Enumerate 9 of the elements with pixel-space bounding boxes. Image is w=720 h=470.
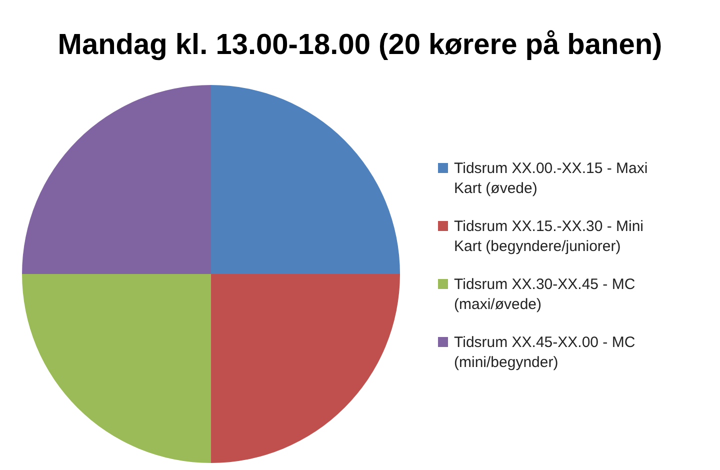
legend-label: Tidsrum XX.30-XX.45 - MC (maxi/øvede): [454, 276, 636, 313]
legend-label: Tidsrum XX.00.-XX.15 - Maxi Kart (øvede): [454, 160, 648, 197]
pie-slice: [211, 85, 400, 274]
legend-label: Tidsrum XX.45-XX.00 - MC (mini/begynder): [454, 334, 636, 371]
pie-slice: [22, 274, 211, 463]
pie-slice: [22, 85, 211, 274]
pie-slice: [211, 274, 400, 463]
legend-label: Tidsrum XX.15.-XX.30 - Mini Kart (begyndere/juniorer): [454, 218, 644, 255]
chart-title: Mandag kl. 13.00-18.00 (20 kørere på banen): [58, 29, 662, 61]
